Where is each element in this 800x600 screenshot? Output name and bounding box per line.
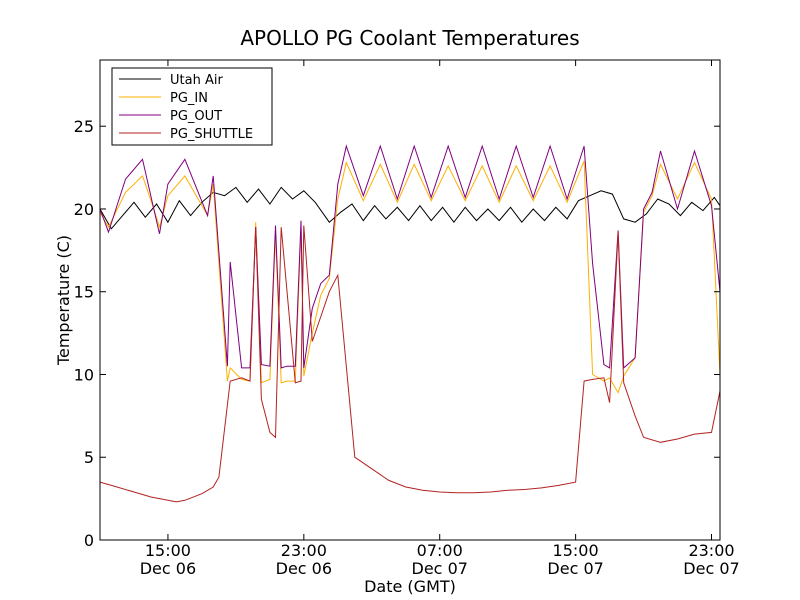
- y-tick-label: 15: [74, 283, 94, 302]
- x-tick-label-time: 15:00: [145, 541, 191, 560]
- legend-box: [111, 67, 273, 146]
- y-tick-label: 25: [74, 117, 94, 136]
- y-tick-label: 20: [74, 200, 94, 219]
- chart-title: APOLLO PG Coolant Temperatures: [240, 26, 579, 50]
- series-layer: [99, 144, 721, 503]
- x-tick-label-date: Dec 06: [140, 559, 196, 578]
- x-tick-label-date: Dec 06: [276, 559, 332, 578]
- y-tick-label: 10: [74, 365, 94, 384]
- legend-label: PG_OUT: [170, 109, 222, 124]
- legend-label: PG_IN: [170, 91, 208, 106]
- legend-label: Utah Air: [170, 73, 223, 88]
- y-tick-label: 0: [84, 531, 94, 550]
- plot-frame: [99, 59, 721, 541]
- x-tick-label-date: Dec 07: [412, 559, 468, 578]
- y-axis-title: Temperature (C): [54, 235, 73, 366]
- x-tick-label-time: 23:00: [688, 541, 734, 560]
- legend: Utah Air PG_IN PG_OUT PG_SHUTTLE: [111, 67, 273, 146]
- x-tick-label-date: Dec 07: [683, 559, 739, 578]
- x-tick-label-time: 15:00: [553, 541, 599, 560]
- x-axis-title: Date (GMT): [364, 577, 456, 596]
- legend-label: PG_SHUTTLE: [170, 127, 253, 142]
- y-tick-label: 5: [84, 448, 94, 467]
- series-line-pg-out: [99, 144, 721, 369]
- x-tick-label-time: 23:00: [281, 541, 327, 560]
- x-tick-label-time: 07:00: [417, 541, 463, 560]
- series-line-pg-in: [99, 160, 721, 394]
- series-line-utah-air: [99, 186, 721, 230]
- series-line-pg-shuttle: [99, 225, 721, 503]
- x-tick-label-date: Dec 07: [547, 559, 603, 578]
